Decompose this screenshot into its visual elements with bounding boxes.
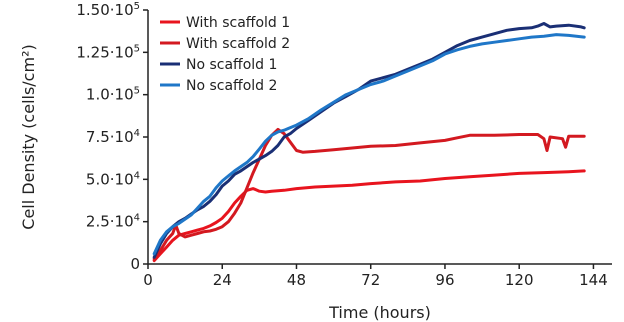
axes: 0 24 48 72 96 120 144 02.5·1045.0·1047.5·1041.… — [76, 1, 612, 289]
y-tick-label-base: 2.5·10 — [86, 213, 134, 231]
y-tick-label: 0 — [130, 255, 140, 273]
x-tick-label: 48 — [287, 271, 306, 289]
y-tick-label: 1.50·105 — [76, 1, 140, 19]
legend: With scaffold 1 With scaffold 2 No scaffol… — [160, 15, 290, 94]
x-tick-label: 120 — [505, 271, 534, 289]
legend-label: With scaffold 1 — [186, 15, 290, 31]
y-tick-label: 1.0·105 — [86, 86, 140, 104]
x-tick-label: 24 — [213, 271, 232, 289]
x-tick-label: 72 — [361, 271, 380, 289]
y-tick-label: 1.25·105 — [76, 43, 140, 61]
y-ticks: 02.5·1045.0·1047.5·1041.0·1051.25·1051.5… — [76, 1, 148, 273]
y-tick-label-exponent: 5 — [134, 43, 140, 54]
y-axis-title: Cell Density (cells/cm²) — [19, 44, 38, 229]
legend-label: No scaffold 2 — [186, 78, 277, 94]
y-tick-label-base: 0 — [130, 255, 140, 273]
y-tick-label-base: 1.25·10 — [76, 43, 133, 61]
y-tick-label-base: 1.0·10 — [86, 86, 134, 104]
x-tick-label: 96 — [435, 271, 454, 289]
y-tick-label: 7.5·104 — [86, 128, 140, 146]
y-tick-label: 5.0·104 — [86, 170, 140, 188]
x-tick-label: 144 — [579, 271, 608, 289]
y-tick-label-exponent: 4 — [134, 170, 140, 181]
y-tick-label-base: 7.5·10 — [86, 128, 134, 146]
legend-label: With scaffold 2 — [186, 36, 290, 52]
y-tick-label-exponent: 5 — [134, 86, 140, 97]
legend-label: No scaffold 1 — [186, 57, 277, 73]
series-line-2 — [152, 127, 586, 261]
plot-area — [152, 22, 586, 263]
y-tick-label-exponent: 4 — [134, 128, 140, 139]
series-line-1 — [152, 169, 586, 263]
y-tick-label-exponent: 4 — [134, 213, 140, 224]
y-tick-label-base: 1.50·10 — [76, 1, 133, 19]
x-tick-label: 0 — [143, 271, 153, 289]
x-ticks: 0 24 48 72 96 120 144 — [143, 264, 608, 289]
x-axis-title: Time (hours) — [328, 303, 431, 322]
y-tick-label-exponent: 5 — [134, 1, 140, 12]
y-tick-label-base: 5.0·10 — [86, 170, 134, 188]
y-tick-label: 2.5·104 — [86, 213, 140, 231]
series-line-4 — [152, 33, 586, 256]
